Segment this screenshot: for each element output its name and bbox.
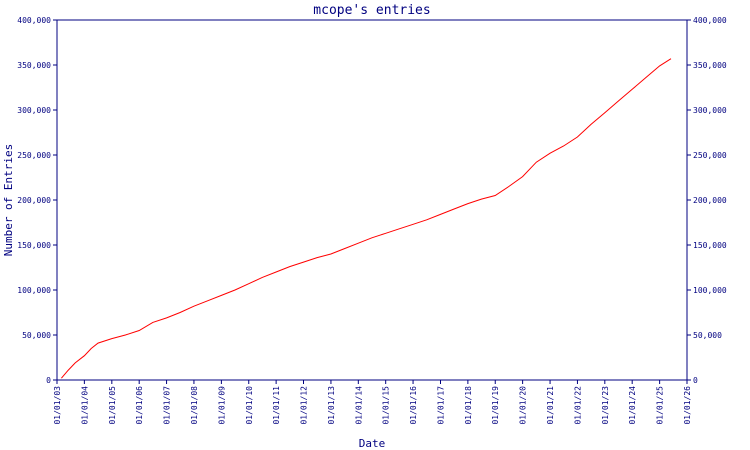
x-tick-label: 01/01/25 (656, 386, 665, 425)
y-tick-label-right: 400,000 (693, 16, 727, 25)
y-axis-right: 0 50,000 100,000 150,000 200,000 250,000 300,0… (687, 16, 727, 385)
y-tick-label-left: 200,000 (17, 196, 51, 205)
x-tick-label: 01/01/18 (464, 386, 473, 425)
y-tick-label-right: 300,000 (693, 106, 727, 115)
x-tick-label: 01/01/19 (491, 386, 500, 425)
x-axis: 01/01/03 01/01/04 01/01/05 01/01/06 01/01/07… (53, 380, 692, 425)
x-tick-label: 01/01/08 (190, 386, 199, 425)
x-tick-label: 01/01/12 (299, 386, 308, 425)
y-tick-label-right: 200,000 (693, 196, 727, 205)
x-tick-label: 01/01/04 (80, 386, 89, 425)
x-tick-label: 01/01/23 (601, 386, 610, 425)
x-tick-label: 01/01/06 (135, 386, 144, 425)
x-tick-label: 01/01/21 (546, 386, 555, 425)
y-tick-label-left: 0 (46, 376, 51, 385)
x-axis-label: Date (359, 437, 386, 450)
chart-title: mcope's entries (313, 3, 430, 18)
x-tick-label: 01/01/22 (573, 386, 582, 425)
x-tick-label: 01/01/16 (409, 386, 418, 425)
y-tick-label-right: 250,000 (693, 151, 727, 160)
plot-frame (56, 19, 688, 381)
x-tick-label: 01/01/13 (327, 386, 336, 425)
y-tick-label-right: 50,000 (693, 331, 722, 340)
x-tick-label: 01/01/15 (382, 386, 391, 425)
x-tick-label: 01/01/26 (683, 386, 692, 425)
y-tick-label-right: 100,000 (693, 286, 727, 295)
x-tick-label: 01/01/24 (628, 386, 637, 425)
y-tick-label-left: 400,000 (17, 16, 51, 25)
y-tick-label-right: 350,000 (693, 61, 727, 70)
y-tick-label-left: 100,000 (17, 286, 51, 295)
y-tick-label-left: 350,000 (17, 61, 51, 70)
y-axis-left: 0 50,000 100,000 150,000 200,000 250,000 300,0… (17, 16, 57, 385)
x-tick-label: 01/01/07 (163, 386, 172, 425)
x-tick-label: 01/01/09 (217, 386, 226, 425)
y-axis-label: Number of Entries (2, 144, 15, 257)
y-tick-label-left: 150,000 (17, 241, 51, 250)
x-tick-label: 01/01/14 (354, 386, 363, 425)
x-tick-label: 01/01/05 (108, 386, 117, 425)
x-tick-label: 01/01/17 (437, 386, 446, 425)
x-tick-label: 01/01/11 (272, 386, 281, 425)
x-tick-label: 01/01/20 (519, 386, 528, 425)
series-line-entries (61, 58, 672, 379)
y-tick-label-left: 250,000 (17, 151, 51, 160)
y-tick-label-left: 300,000 (17, 106, 51, 115)
y-tick-label-right: 150,000 (693, 241, 727, 250)
x-tick-label: 01/01/03 (53, 386, 62, 425)
x-tick-label: 01/01/10 (245, 386, 254, 425)
y-tick-label-left: 50,000 (22, 331, 51, 340)
y-tick-label-right: 0 (693, 376, 698, 385)
